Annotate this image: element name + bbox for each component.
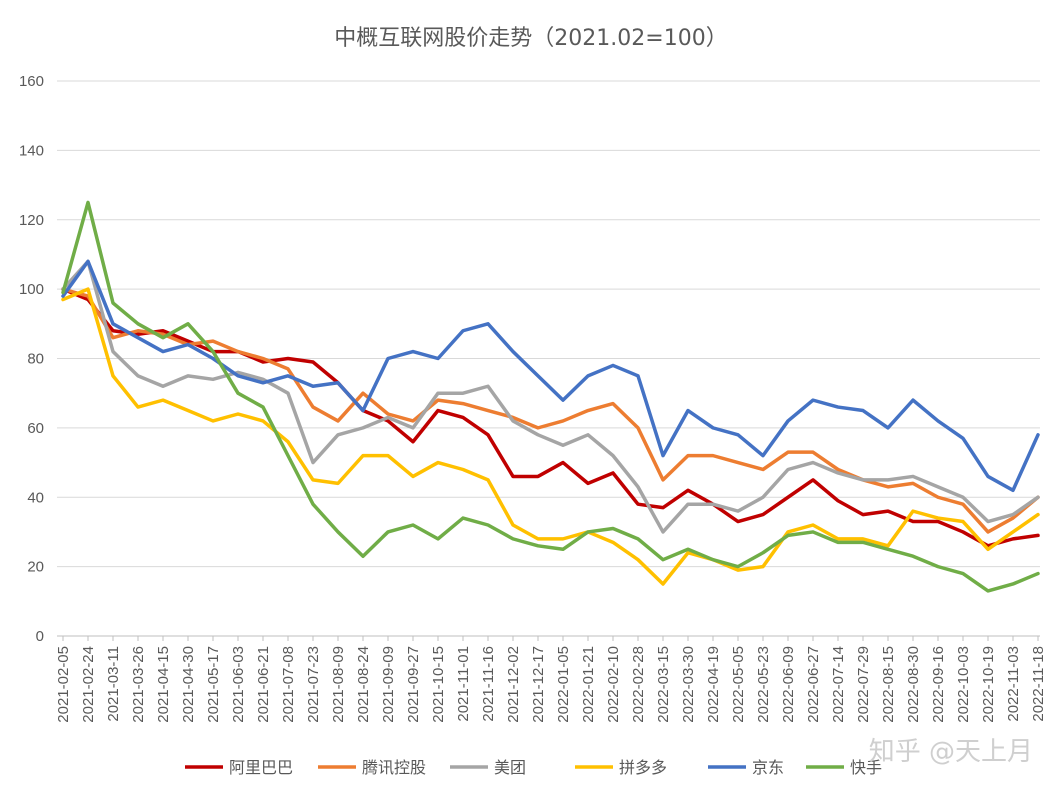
x-tick-label: 2021-08-24: [355, 646, 372, 723]
legend: 阿里巴巴 腾讯控股 美团 拼多多 京东 快手: [185, 758, 882, 777]
grid: [57, 80, 1040, 637]
legend-item: 腾讯控股: [318, 758, 426, 777]
x-tick-label: 2022-03-15: [655, 646, 672, 723]
legend-label: 阿里巴巴: [229, 758, 293, 777]
y-tick-label: 100: [19, 281, 44, 298]
legend-item: 京东: [708, 758, 784, 777]
x-tick-label: 2021-10-15: [430, 646, 447, 723]
y-tick-label: 160: [19, 73, 44, 90]
x-tick-label: 2021-11-16: [480, 646, 497, 722]
series-line-0: [61, 287, 1040, 548]
x-tick-label: 2021-09-09: [380, 646, 397, 723]
y-tick-label: 140: [19, 142, 44, 159]
x-tick-label: 2022-10-03: [955, 646, 972, 723]
x-tick-label: 2022-04-19: [705, 646, 722, 723]
y-tick-label: 0: [36, 628, 44, 645]
x-tick-label: 2021-02-05: [55, 646, 72, 723]
x-tick-label: 2021-08-09: [330, 646, 347, 723]
x-tick-label: 2021-03-11: [105, 646, 122, 722]
legend-label: 美团: [494, 758, 526, 777]
legend-label: 京东: [752, 758, 784, 777]
x-tick-label: 2022-06-27: [805, 646, 822, 723]
x-tick-label: 2021-04-30: [180, 646, 197, 723]
x-axis: 2021-02-05 2021-02-24 2021-03-11 2021-03-26…: [55, 636, 1047, 723]
x-tick-label: 2021-06-03: [230, 646, 247, 723]
x-tick-label: 2021-12-02: [505, 646, 522, 723]
y-tick-label: 60: [27, 420, 44, 437]
x-tick-label: 2021-04-15: [155, 646, 172, 723]
x-tick-label: 2021-02-24: [80, 646, 97, 723]
x-tick-label: 2021-06-21: [255, 646, 272, 723]
x-tick-label: 2022-02-28: [630, 646, 647, 723]
y-tick-label: 20: [27, 559, 44, 576]
legend-label: 腾讯控股: [362, 758, 426, 777]
x-tick-label: 2021-03-26: [130, 646, 147, 723]
x-tick-label: 2021-12-17: [530, 646, 547, 723]
x-tick-label: 2022-03-30: [680, 646, 697, 723]
x-tick-label: 2022-08-15: [880, 646, 897, 723]
series-lines: [61, 200, 1040, 593]
x-tick-label: 2021-05-17: [205, 646, 222, 723]
legend-item: 快手: [806, 758, 882, 777]
legend-label: 快手: [850, 758, 882, 777]
chart-title: 中概互联网股价走势（2021.02=100）: [334, 26, 727, 51]
x-tick-label: 2022-11-18: [1030, 646, 1047, 722]
legend-item: 拼多多: [575, 758, 667, 777]
x-tick-label: 2022-10-19: [980, 646, 997, 723]
x-tick-label: 2022-08-30: [905, 646, 922, 723]
x-tick-label: 2022-01-05: [555, 646, 572, 723]
x-tick-label: 2022-01-21: [580, 646, 597, 723]
series-line-2: [61, 259, 1040, 534]
x-tick-label: 2022-07-14: [830, 646, 847, 723]
series-line-5: [61, 200, 1040, 593]
y-axis: 0 20 40 60 80 100 120 140 160: [19, 73, 44, 645]
x-tick-label: 2022-06-09: [780, 646, 797, 723]
x-tick-label: 2022-09-16: [930, 646, 947, 723]
watermark: 知乎 @天上月: [869, 737, 1033, 767]
x-tick-label: 2022-11-03: [1005, 646, 1022, 722]
x-tick-label: 2022-05-05: [730, 646, 747, 723]
x-tick-label: 2022-02-10: [605, 646, 622, 723]
series-line-1: [61, 287, 1040, 534]
legend-item: 美团: [450, 758, 526, 777]
series-line-4: [61, 259, 1040, 493]
x-tick-label: 2021-09-27: [405, 646, 422, 723]
x-tick-label: 2022-07-29: [855, 646, 872, 723]
x-tick-label: 2022-05-23: [755, 646, 772, 723]
x-tick-label: 2021-07-08: [280, 646, 297, 723]
y-tick-label: 120: [19, 212, 44, 229]
y-tick-label: 80: [27, 351, 44, 368]
x-tick-label: 2021-07-23: [305, 646, 322, 723]
legend-item: 阿里巴巴: [185, 758, 293, 777]
x-tick-label: 2021-11-01: [455, 646, 472, 722]
legend-label: 拼多多: [619, 758, 667, 777]
y-tick-label: 40: [27, 489, 44, 506]
series-line-3: [61, 287, 1040, 586]
